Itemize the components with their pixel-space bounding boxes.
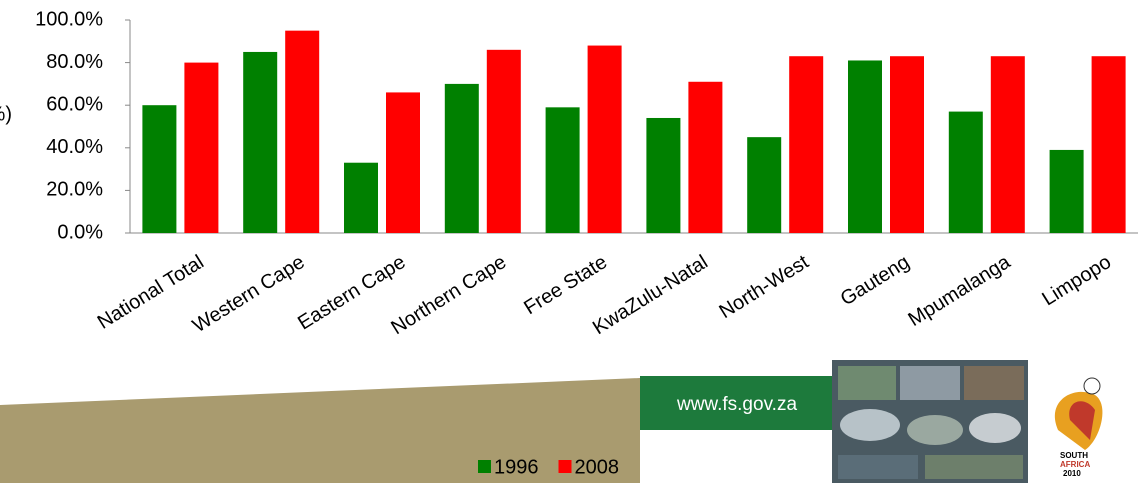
bar [344, 163, 378, 233]
bar [142, 105, 176, 233]
bar [1050, 150, 1084, 233]
legend-swatch [559, 460, 572, 473]
banner-url: www.fs.gov.za [676, 394, 797, 415]
x-tick-label: Free State [520, 251, 611, 319]
logo-text: SOUTH [1060, 451, 1088, 460]
bar [243, 52, 277, 233]
bar [184, 63, 218, 233]
bar [646, 118, 680, 233]
y-axis-title: (%) [0, 103, 12, 125]
plot: 0.0%20.0%40.0%60.0%80.0%100.0%National T… [35, 8, 1138, 339]
legend-label: 1996 [494, 456, 539, 478]
bar [848, 60, 882, 233]
x-tick-label: Gauteng [837, 251, 914, 310]
chart: www.fs.gov.za (%) 0.0% 20.0% 40.0% 60.0% 80.… [0, 0, 1138, 483]
footer-band [0, 378, 640, 483]
bar [588, 46, 622, 233]
y-tick-label: 100.0% [35, 8, 103, 30]
y-tick-label: 60.0% [46, 93, 103, 115]
logo-text: AFRICA [1060, 460, 1090, 469]
legend-label: 2008 [575, 456, 620, 478]
x-tick-label: Western Cape [189, 251, 309, 337]
x-tick-label: North-West [716, 251, 813, 323]
bar [386, 92, 420, 233]
bar [747, 137, 781, 233]
bar [949, 112, 983, 233]
bar [688, 82, 722, 233]
x-tick-label: Mpumalanga [905, 251, 1015, 331]
bar [546, 107, 580, 233]
stadium-photo [832, 360, 1028, 483]
bar [890, 56, 924, 233]
bar [991, 56, 1025, 233]
y-tick-label: 80.0% [46, 51, 103, 73]
y-tick-label: 20.0% [46, 179, 103, 201]
bar [1092, 56, 1126, 233]
bar [445, 84, 479, 233]
x-tick-label: Limpopo [1038, 251, 1115, 310]
bar [285, 31, 319, 233]
y-tick-label: 0.0% [57, 221, 103, 243]
legend-swatch [478, 460, 491, 473]
logo: SOUTH AFRICA 2010 [1032, 362, 1138, 483]
y-tick-label: 40.0% [46, 136, 103, 158]
logo-text: 2010 [1063, 469, 1081, 478]
bar [487, 50, 521, 233]
bar [789, 56, 823, 233]
